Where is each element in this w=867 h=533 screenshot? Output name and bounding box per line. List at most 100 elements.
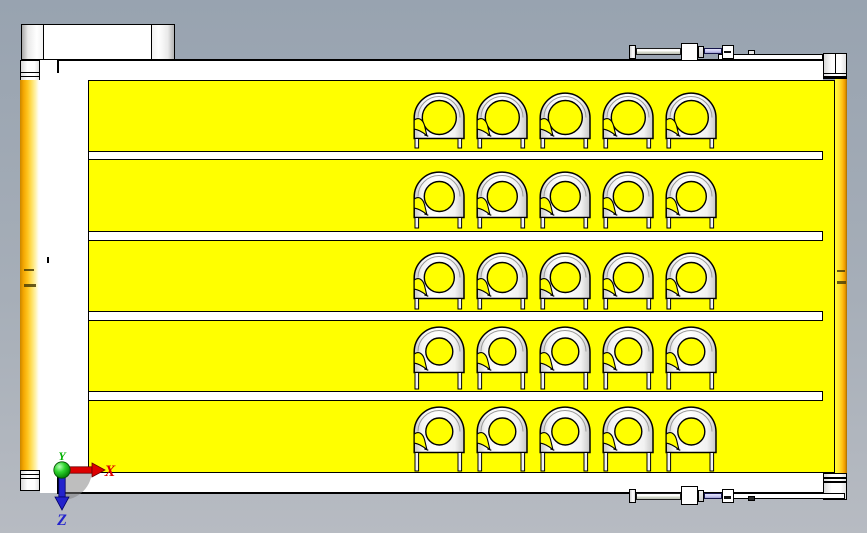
hook-cutout[interactable] xyxy=(476,91,529,149)
hook-hole xyxy=(421,99,457,136)
hook-cutout[interactable] xyxy=(665,170,718,229)
hook-cusp-tip xyxy=(487,134,492,137)
hook-cusp-tip xyxy=(613,448,618,451)
hook-cutout[interactable] xyxy=(539,91,592,149)
hook-cutout[interactable] xyxy=(665,91,718,149)
hook-cutout[interactable] xyxy=(539,170,592,229)
actuator-shaft[interactable] xyxy=(703,48,722,54)
hook-cutout[interactable] xyxy=(602,91,655,149)
actuator-shaft[interactable] xyxy=(703,493,722,499)
body-left-edge-bottom xyxy=(57,472,59,493)
body-top-edge xyxy=(57,58,823,61)
top-mount-platform[interactable] xyxy=(718,54,823,60)
hook-inner-arc xyxy=(669,175,713,197)
hook-leg xyxy=(709,138,715,149)
hook-leg xyxy=(520,451,526,471)
cylinder-end-flange[interactable] xyxy=(629,489,636,503)
left-rod-cap-line xyxy=(20,75,40,77)
left-rod-top-cap[interactable] xyxy=(20,59,40,81)
hook-leg xyxy=(646,138,652,149)
hook-cutout[interactable] xyxy=(413,251,466,310)
cylinder-nut[interactable] xyxy=(698,46,704,58)
hook-hole xyxy=(610,99,646,136)
hook-inner-arc xyxy=(417,175,461,197)
hook-cutout[interactable] xyxy=(476,251,529,310)
origin-triad[interactable]: Y X Z xyxy=(36,438,128,529)
hook-cutout[interactable] xyxy=(665,325,718,390)
mount-stub[interactable] xyxy=(748,496,755,501)
hook-leg xyxy=(709,451,715,471)
hook-hole xyxy=(486,261,518,293)
hook-cutout[interactable] xyxy=(665,405,718,472)
left-guide-rod[interactable] xyxy=(20,80,40,470)
hook-leg xyxy=(709,371,715,389)
bracket-slot xyxy=(723,50,731,53)
hook-inner-arc xyxy=(669,96,713,118)
hook-cutout[interactable] xyxy=(413,405,466,472)
hook-cutout[interactable] xyxy=(413,91,466,149)
bracket-slot xyxy=(723,496,731,499)
hook-cutout[interactable] xyxy=(539,405,592,472)
clamp-block[interactable] xyxy=(21,24,175,60)
mount-stub[interactable] xyxy=(748,50,755,55)
hook-cutout[interactable] xyxy=(476,170,529,229)
hook-inner-arc xyxy=(543,96,587,118)
hook-hole xyxy=(549,180,581,213)
hook-cusp-tip xyxy=(424,368,429,371)
hook-cutout[interactable] xyxy=(665,251,718,310)
cylinder-nut[interactable] xyxy=(698,490,704,502)
hook-inner-arc xyxy=(417,409,461,432)
hook-cusp-tip xyxy=(550,294,555,297)
hook-hole xyxy=(551,416,580,446)
hook-cutout[interactable] xyxy=(476,325,529,390)
hook-leg xyxy=(414,371,420,389)
hook-cusp-tip xyxy=(424,294,429,297)
hook-leg xyxy=(520,217,526,229)
left-rod-bottom-cap[interactable] xyxy=(20,470,40,491)
piston-rod[interactable] xyxy=(636,47,681,55)
origin-sphere[interactable] xyxy=(53,461,71,479)
hook-cutout[interactable] xyxy=(413,325,466,390)
rod-marking xyxy=(837,281,846,284)
cylinder-body[interactable] xyxy=(681,486,698,505)
clamp-block-left-cap xyxy=(22,25,44,59)
hook-leg xyxy=(583,451,589,471)
hook-inner-arc xyxy=(606,96,650,118)
hook-cutout[interactable] xyxy=(539,325,592,390)
hook-cusp-tip xyxy=(613,134,618,137)
hook-leg xyxy=(666,217,672,229)
piston-rod[interactable] xyxy=(636,492,681,500)
hook-leg xyxy=(583,297,589,309)
clamp-block-right-cap xyxy=(151,25,174,59)
rod-marking xyxy=(24,284,36,287)
hook-cusp-tip xyxy=(613,213,618,216)
hook-leg xyxy=(666,297,672,309)
hook-leg xyxy=(477,217,483,229)
hook-cusp-tip xyxy=(550,368,555,371)
hook-cutout[interactable] xyxy=(602,170,655,229)
hook-inner-arc xyxy=(606,409,650,432)
cylinder-end-flange[interactable] xyxy=(629,45,636,59)
bottom-mount-platform[interactable] xyxy=(722,493,845,499)
hook-leg xyxy=(646,297,652,309)
hook-cusp-tip xyxy=(613,368,618,371)
hook-cutout[interactable] xyxy=(602,251,655,310)
hook-cutout[interactable] xyxy=(413,170,466,229)
hook-leg xyxy=(540,138,546,149)
hook-cutout[interactable] xyxy=(602,405,655,472)
hook-hole xyxy=(488,416,517,446)
hook-cusp-tip xyxy=(550,448,555,451)
hook-cutout[interactable] xyxy=(602,325,655,390)
right-guide-rod[interactable] xyxy=(835,79,847,473)
hook-cusp-tip xyxy=(487,368,492,371)
hook-cutout[interactable] xyxy=(539,251,592,310)
rod-marking xyxy=(24,269,34,271)
hook-cutout[interactable] xyxy=(476,405,529,472)
hook-cusp-tip xyxy=(676,294,681,297)
cylinder-body[interactable] xyxy=(681,43,698,61)
hook-leg xyxy=(477,371,483,389)
x-axis-label: X xyxy=(104,463,116,480)
hook-cusp-tip xyxy=(487,213,492,216)
z-axis-label: Z xyxy=(56,512,67,529)
